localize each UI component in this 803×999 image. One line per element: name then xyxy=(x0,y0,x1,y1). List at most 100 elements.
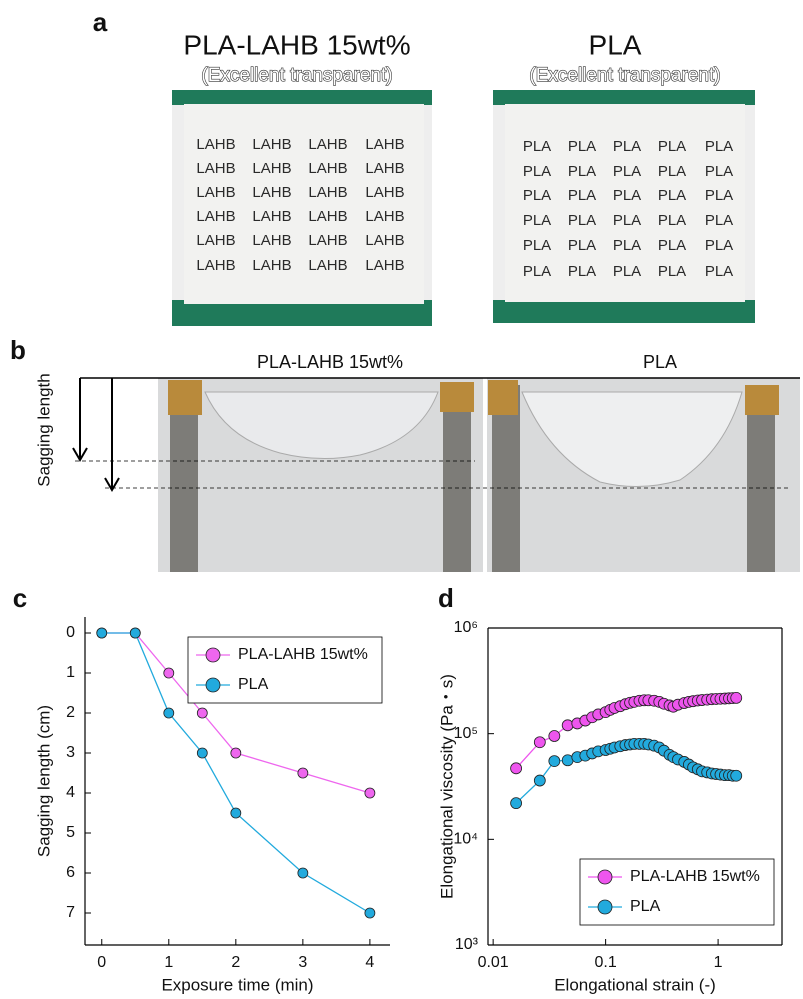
photo-text: PLA xyxy=(613,187,641,204)
legend-label: PLA xyxy=(238,676,269,693)
x-tick-label: 1 xyxy=(164,954,173,971)
legend-marker xyxy=(597,869,613,885)
photo-text: LAHB xyxy=(196,184,235,201)
data-point xyxy=(548,755,561,768)
photo-text: LAHB xyxy=(365,208,404,225)
photo-title: PLA xyxy=(589,29,642,60)
photo-text: LAHB xyxy=(252,257,291,274)
photo-text: PLA xyxy=(613,212,641,229)
photo-text: PLA xyxy=(658,263,686,280)
photo-text: LAHB xyxy=(196,232,235,249)
photo-text: LAHB xyxy=(196,257,235,274)
photo-title: PLA-LAHB 15wt% xyxy=(183,29,410,60)
panel-label: d xyxy=(438,583,454,613)
photo-text: PLA xyxy=(658,212,686,229)
photo-text: PLA xyxy=(523,212,551,229)
legend-label: PLA-LAHB 15wt% xyxy=(630,868,760,885)
data-point xyxy=(297,767,309,779)
y-tick-label: 6 xyxy=(66,864,75,881)
y-tick-label: 3 xyxy=(66,744,75,761)
axis-label: Sagging length xyxy=(34,373,53,486)
data-point xyxy=(129,627,141,639)
photo-title: PLA-LAHB 15wt% xyxy=(257,352,403,372)
legend-label: PLA-LAHB 15wt% xyxy=(238,646,368,663)
data-point xyxy=(230,747,242,759)
y-tick-label: 5 xyxy=(66,824,75,841)
photo-text: LAHB xyxy=(365,136,404,153)
x-tick-label: 4 xyxy=(365,954,374,971)
x-tick-label: 3 xyxy=(298,954,307,971)
legend-label: PLA xyxy=(630,898,661,915)
photo-text: LAHB xyxy=(252,184,291,201)
photo-title: PLA xyxy=(643,352,677,372)
photo-text: PLA xyxy=(705,163,733,180)
photo-text: PLA xyxy=(523,163,551,180)
photo-text: LAHB xyxy=(308,184,347,201)
photo-text: LAHB xyxy=(308,208,347,225)
photo-text: PLA xyxy=(568,138,596,155)
photo-text: PLA xyxy=(523,138,551,155)
x-tick-label: 0.01 xyxy=(478,954,509,971)
photo-text: PLA xyxy=(658,138,686,155)
photo-text: LAHB xyxy=(308,136,347,153)
x-axis-label: Exposure time (min) xyxy=(161,975,313,994)
sagging-arrows xyxy=(72,377,800,492)
data-point xyxy=(561,719,574,732)
photo-text: LAHB xyxy=(365,160,404,177)
photo-text: LAHB xyxy=(252,232,291,249)
data-point xyxy=(730,769,743,782)
data-point xyxy=(364,787,376,799)
y-tick-label: 10⁶ xyxy=(454,619,478,636)
photo-text: PLA xyxy=(613,263,641,280)
photo-text: PLA xyxy=(658,187,686,204)
photo-text: LAHB xyxy=(252,136,291,153)
photo-text: PLA xyxy=(613,237,641,254)
data-point xyxy=(730,692,743,704)
y-tick-label: 1 xyxy=(66,664,75,681)
data-point xyxy=(510,797,523,810)
legend-marker xyxy=(205,677,221,693)
legend-box xyxy=(187,636,383,704)
photo-text: LAHB xyxy=(365,232,404,249)
y-tick-label: 4 xyxy=(66,784,75,801)
photo-text: LAHB xyxy=(308,160,347,177)
photo-text: PLA xyxy=(568,163,596,180)
data-point xyxy=(163,707,175,719)
photo-text: PLA xyxy=(658,237,686,254)
photo-text: PLA xyxy=(658,163,686,180)
photo xyxy=(158,378,483,572)
photo-text: PLA xyxy=(568,237,596,254)
x-tick-label: 2 xyxy=(231,954,240,971)
photo-text: LAHB xyxy=(252,160,291,177)
x-tick-label: 1 xyxy=(714,954,723,971)
legend-marker xyxy=(205,647,221,663)
photo-text: LAHB xyxy=(196,136,235,153)
x-tick-label: 0 xyxy=(97,954,106,971)
photo-text: LAHB xyxy=(196,208,235,225)
photo xyxy=(172,90,432,326)
photo-text: LAHB xyxy=(252,208,291,225)
y-tick-label: 10⁴ xyxy=(453,831,478,848)
photo xyxy=(493,90,755,323)
photo-text: LAHB xyxy=(365,257,404,274)
data-point xyxy=(196,747,208,759)
photo-text: PLA xyxy=(613,163,641,180)
photo-text: PLA xyxy=(705,237,733,254)
y-tick-label: 0 xyxy=(66,624,75,641)
panel-label: b xyxy=(10,335,26,365)
legend-box xyxy=(579,858,775,926)
y-tick-label: 2 xyxy=(66,704,75,721)
data-point xyxy=(96,627,108,639)
data-point xyxy=(163,667,175,679)
y-axis-label: Sagging length (cm) xyxy=(34,705,53,857)
photo-text: PLA xyxy=(705,263,733,280)
photo-text: LAHB xyxy=(365,184,404,201)
photo-text: PLA xyxy=(568,263,596,280)
photo-text: PLA xyxy=(523,187,551,204)
photo xyxy=(487,378,800,572)
photo-note: (Excellent transparent) xyxy=(529,65,720,86)
photo-text: PLA xyxy=(613,138,641,155)
photo-text: LAHB xyxy=(196,160,235,177)
